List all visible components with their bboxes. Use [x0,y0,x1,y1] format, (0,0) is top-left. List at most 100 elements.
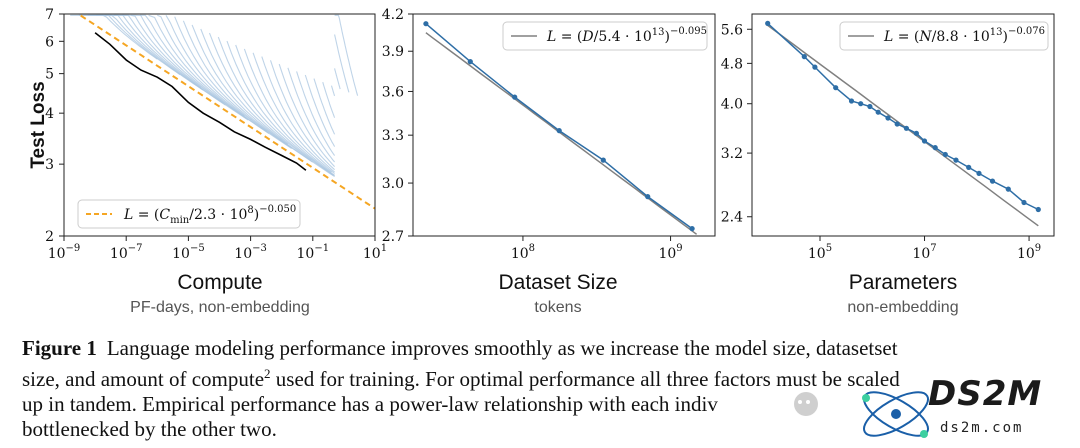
dataset-series-point [645,194,651,200]
x-tick-label: 10−7 [110,243,143,262]
y-tick-label: 3.3 [382,128,404,144]
y-tick-label: 3 [45,157,54,173]
axis-subtitle-dataset: tokens [534,299,581,316]
training-run-curve [322,81,336,118]
training-run-curve [226,40,335,177]
dataset-series-point [689,226,695,232]
training-run-curve [278,63,336,167]
y-axis-label: Test Loss [28,81,49,168]
caption-line-4: bottlenecked by the other two. [22,417,277,441]
x-tick-label: 107 [912,243,936,262]
params-series-point [848,98,855,104]
params-series-point [966,164,972,170]
training-run-curve [304,74,336,147]
params-series-point [932,145,938,151]
params-series-point [953,157,959,163]
training-run-curve [105,14,249,121]
params-series-point [1005,186,1011,192]
training-run-curve [330,85,336,97]
axis-title-compute: Compute [177,271,262,294]
params-series-point [989,178,996,184]
panel-params: 105 107 109 5.6 4.8 4.0 3.2 2.4 L = (N/8.8 · 10… [721,13,1055,316]
training-runs [70,14,359,178]
y-tick-label: 4.0 [721,97,743,113]
plot-frame [412,13,716,237]
watermark-brand: DS2M [928,374,1043,414]
y-tick-label: 2.4 [721,210,743,226]
params-series-point [875,109,881,115]
y-tick-label: 5.6 [721,22,743,38]
fit-line-params [767,24,1039,227]
caption-line-1: Figure 1 Language modeling performance im… [22,336,898,360]
params-series-point [812,64,818,70]
params-series-point [894,121,900,127]
training-run-curve [217,36,334,176]
params-series-point [942,151,948,158]
training-run-curve [252,52,335,174]
legend-compute: L = (Cmin/2.3 · 108)−0.050 [77,199,301,229]
x-tick-label: 101 [363,243,387,262]
x-tick-label: 109 [658,243,682,262]
y-tick-label: 3.9 [382,44,404,60]
plot-frame [63,13,376,237]
x-tick-label: 10−1 [297,243,330,262]
y-tick-label: 3.6 [382,84,404,100]
watermark-logo-icon [794,391,929,438]
dataset-series-point [467,59,473,65]
y-tick-label: 4.2 [382,7,404,23]
x-tick-label: 108 [511,243,535,262]
y-tick-label: 6 [45,34,54,50]
dataset-series-point [512,94,518,100]
dataset-series-point [600,157,606,163]
legend-label: L = (N/8.8 · 1013)−0.076 [883,26,1045,45]
legend-dataset: L = (D/5.4 · 1013)−0.095 [502,21,708,51]
training-run-curve [148,14,292,149]
training-run-curve [243,48,332,173]
training-run-curve [165,15,268,132]
training-run-curve [287,67,336,163]
params-series-point [1035,206,1041,213]
params-series-point [1021,199,1027,206]
training-run-curve [235,44,335,176]
y-tick-label: 3.0 [382,176,404,192]
params-series-point [833,85,839,91]
panel-dataset: 108 109 4.2 3.9 3.6 3.3 3.0 2.7 L = (D/5.4 · 10… [382,7,716,316]
params-series-point [801,54,807,60]
params-series-point [903,125,910,131]
params-series-point [913,130,920,136]
axis-subtitle-compute: PF-days, non-embedding [130,299,310,316]
params-series-point [858,101,864,107]
caption-line-2: size, and amount of compute2 used for tr… [22,366,900,391]
dataset-series-point [556,128,562,134]
x-tick-label: 10−3 [234,243,267,262]
params-series-point [976,170,982,176]
watermark-url: ds2m.com [940,420,1024,436]
x-tick-label: 105 [808,243,832,262]
training-run-curve [200,28,289,145]
y-tick-label: 2.7 [382,229,404,245]
training-run-curve [261,56,335,173]
training-run-curve [122,14,224,104]
frontier-line [94,32,307,171]
figure-label: Figure 1 [22,336,97,360]
training-run-curve [313,78,336,135]
axis-title-dataset: Dataset Size [498,271,617,294]
y-tick-label: 5 [45,67,54,83]
x-tick-label: 10−9 [48,243,81,262]
fit-line-compute [76,14,375,210]
training-run-curve [334,68,341,90]
figure-caption: Figure 1 Language modeling performance im… [22,336,1062,442]
params-series-point [885,115,891,121]
dataset-series-line [425,23,693,230]
training-run-curve [269,60,335,171]
params-series-point [867,103,873,110]
caption-line-3: up in tandem. Empirical performance has … [22,392,718,416]
y-tick-label: 4 [45,106,54,122]
axis-subtitle-params: non-embedding [847,299,958,316]
y-tick-label: 4.8 [721,56,743,72]
dataset-series-point [423,21,429,27]
legend-params: L = (N/8.8 · 1013)−0.076 [839,21,1049,51]
x-tick-label: 109 [1017,243,1041,262]
